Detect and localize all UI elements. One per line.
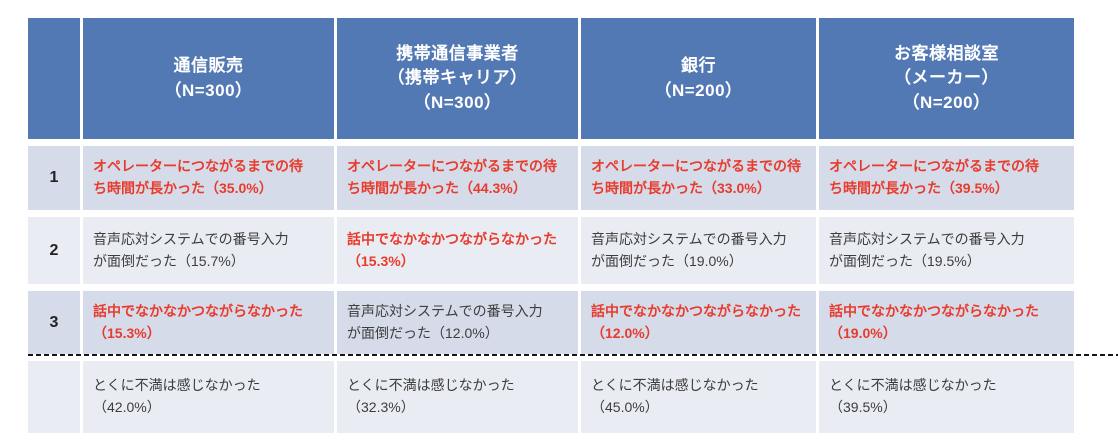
corner-cell [28,18,80,139]
cell-r3-c2: 音声応対システムでの番号入力 が面倒だった（12.0%） [337,291,578,354]
column-header-3: 銀行 （N=200） [581,18,816,139]
cell-r1-c3: オペレーターにつながるまでの待 ち時間が長かった（33.0%） [581,146,816,210]
cell-r1-c4: オペレーターにつながるまでの待 ち時間が長かった（39.5%） [819,146,1074,210]
cell-r4-c3: とくに不満は感じなかった （45.0%） [581,361,816,433]
dashed-separator [28,354,1118,356]
cell-r2-c4: 音声応対システムでの番号入力 が面倒だった（19.5%） [819,217,1074,284]
cell-r3-c4: 話中でなかなかつながらなかった （19.0%） [819,291,1074,354]
cell-r4-c2: とくに不満は感じなかった （32.3%） [337,361,578,433]
cell-r3-c1: 話中でなかなかつながらなかった （15.3%） [83,291,334,354]
cell-r2-c1: 音声応対システムでの番号入力 が面倒だった（15.7%） [83,217,334,284]
cell-r4-c1: とくに不満は感じなかった （42.0%） [83,361,334,433]
cell-r1-c1: オペレーターにつながるまでの待 ち時間が長かった（35.0%） [83,146,334,210]
rank-cell-2: 2 [28,217,80,284]
cell-r3-c3: 話中でなかなかつながらなかった （12.0%） [581,291,816,354]
cell-r2-c3: 音声応対システムでの番号入力 が面倒だった（19.0%） [581,217,816,284]
cell-r4-c4: とくに不満は感じなかった （39.5%） [819,361,1074,433]
table-grid: 通信販売 （N=300） 携帯通信事業者 （携帯キャリア） （N=300） 銀行… [28,18,1074,433]
rank-cell-blank [28,361,80,433]
column-header-4: お客様相談室 （メーカー） （N=200） [819,18,1074,139]
cell-r2-c2: 話中でなかなかつながらなかった （15.3%） [337,217,578,284]
column-header-1: 通信販売 （N=300） [83,18,334,139]
cell-r1-c2: オペレーターにつながるまでの待 ち時間が長かった（44.3%） [337,146,578,210]
rank-cell-1: 1 [28,146,80,210]
rank-cell-3: 3 [28,291,80,354]
column-header-2: 携帯通信事業者 （携帯キャリア） （N=300） [337,18,578,139]
